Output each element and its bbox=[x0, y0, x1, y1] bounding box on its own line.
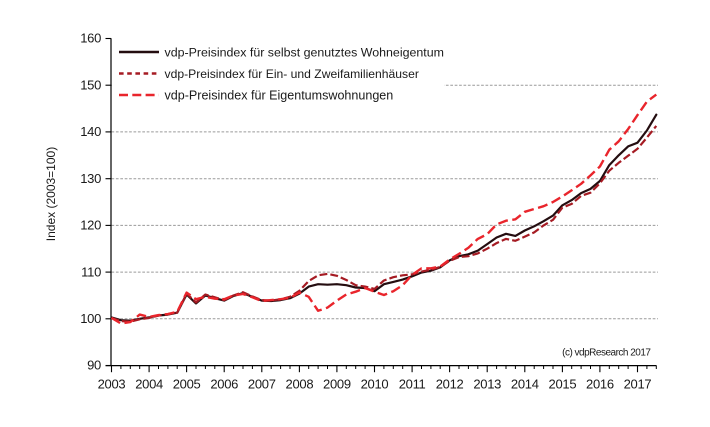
svg-text:2013: 2013 bbox=[473, 377, 501, 392]
svg-text:160: 160 bbox=[80, 31, 101, 46]
svg-text:90: 90 bbox=[87, 358, 101, 373]
svg-text:100: 100 bbox=[80, 311, 101, 326]
svg-text:2005: 2005 bbox=[173, 377, 201, 392]
svg-text:2016: 2016 bbox=[586, 377, 614, 392]
svg-text:Index (2003=100): Index (2003=100) bbox=[44, 147, 58, 241]
svg-text:2008: 2008 bbox=[286, 377, 314, 392]
svg-text:vdp-Preisindex für Ein- und Zw: vdp-Preisindex für Ein- und Zweifamilien… bbox=[165, 67, 419, 81]
svg-text:110: 110 bbox=[81, 264, 101, 279]
svg-text:2011: 2011 bbox=[399, 377, 426, 392]
svg-text:vdp-Preisindex für selbst genu: vdp-Preisindex für selbst genutztes Wohn… bbox=[165, 45, 444, 59]
svg-text:2010: 2010 bbox=[361, 377, 389, 392]
svg-text:2014: 2014 bbox=[511, 377, 539, 392]
svg-text:150: 150 bbox=[80, 77, 101, 92]
svg-text:vdp-Preisindex für Eigentumswo: vdp-Preisindex für Eigentumswohnungen bbox=[165, 88, 394, 102]
svg-text:2004: 2004 bbox=[135, 377, 163, 392]
svg-text:140: 140 bbox=[80, 124, 101, 139]
svg-text:2003: 2003 bbox=[98, 377, 126, 392]
svg-text:2015: 2015 bbox=[549, 377, 577, 392]
svg-text:120: 120 bbox=[80, 218, 101, 233]
svg-text:2006: 2006 bbox=[210, 377, 238, 392]
svg-text:2017: 2017 bbox=[624, 377, 652, 392]
svg-text:2012: 2012 bbox=[436, 377, 464, 392]
svg-text:130: 130 bbox=[80, 171, 101, 186]
svg-text:(c) vdpResearch 2017: (c) vdpResearch 2017 bbox=[562, 348, 651, 359]
svg-text:2007: 2007 bbox=[248, 377, 276, 392]
svg-text:2009: 2009 bbox=[323, 377, 351, 392]
